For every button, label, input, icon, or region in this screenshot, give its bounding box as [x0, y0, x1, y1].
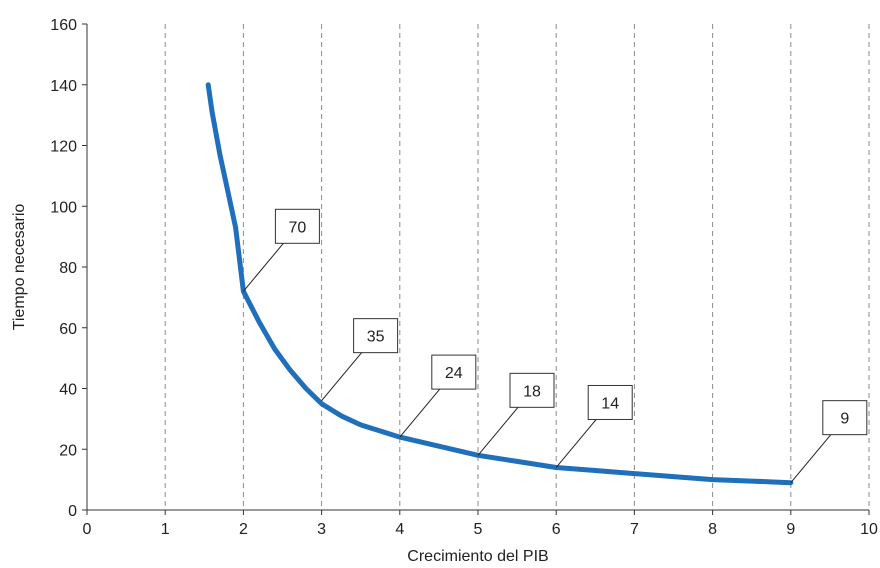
y-tick-label-120: 120	[50, 139, 77, 156]
x-tick-label-10: 10	[860, 521, 878, 538]
x-tick-label-0: 0	[83, 521, 92, 538]
y-axis-title: Tiempo necesario	[11, 204, 28, 331]
x-tick-label-7: 7	[630, 521, 639, 538]
callout-leader-9	[790, 434, 832, 483]
y-tick-label-100: 100	[50, 199, 77, 216]
x-axis-title: Crecimiento del PIB	[407, 548, 548, 565]
y-tick-label-20: 20	[59, 442, 77, 459]
x-tick-label-4: 4	[395, 521, 404, 538]
callout-box-18	[509, 372, 555, 408]
callout-label-35: 35	[367, 329, 385, 346]
callout-leader-24	[399, 388, 441, 438]
callout-box-14	[587, 384, 633, 420]
callout-leader-70	[243, 242, 284, 292]
callout-box-24	[431, 354, 477, 390]
callout-layer: 70 35 24 18 14 9	[243, 208, 868, 483]
x-tick-label-3: 3	[317, 521, 326, 538]
y-tick-label-40: 40	[59, 382, 77, 399]
series-line-0	[205, 82, 794, 486]
callout-label-14: 14	[601, 395, 619, 412]
grid-layer	[164, 24, 870, 510]
callout-label-24: 24	[445, 365, 463, 382]
callout-leader-35	[321, 352, 362, 401]
callout-label-9: 9	[840, 411, 849, 428]
x-tick-label-2: 2	[239, 521, 248, 538]
y-tick-label-80: 80	[59, 260, 77, 277]
y-tick-label-160: 160	[50, 17, 77, 34]
callout-label-70: 70	[289, 219, 307, 236]
callout-leader-18	[477, 407, 519, 456]
x-tick-label-8: 8	[708, 521, 717, 538]
callout-leader-14	[555, 419, 597, 468]
y-tick-label-0: 0	[68, 503, 77, 520]
callout-label-18: 18	[523, 383, 541, 400]
callout-box-9	[822, 400, 868, 436]
callout-box-35	[353, 318, 399, 354]
x-tick-label-5: 5	[474, 521, 483, 538]
x-tick-label-6: 6	[552, 521, 561, 538]
series-layer	[205, 82, 794, 486]
callout-box-70	[274, 208, 320, 244]
x-tick-label-9: 9	[786, 521, 795, 538]
y-tick-label-60: 60	[59, 321, 77, 338]
x-tick-label-1: 1	[161, 521, 170, 538]
y-tick-label-140: 140	[50, 78, 77, 95]
